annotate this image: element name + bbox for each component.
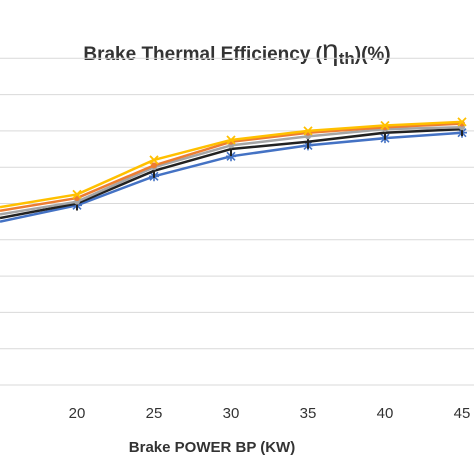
series-lines [0,117,467,223]
series-0-point-3 [226,151,236,162]
series-4-line [0,120,463,209]
series-3 [0,120,465,212]
series-4-point-4 [303,126,313,136]
series-4 [0,117,467,209]
series-4-point-1 [72,189,82,200]
chart-title: Brake Thermal Efficiency (ηth)(%) [83,34,390,68]
x-tick-label-3: 35 [300,405,317,422]
series-4-point-2 [149,155,159,165]
series-4-point-3 [226,135,236,145]
series-4-point-6 [457,117,467,127]
chart-title-symbol: η [322,34,339,67]
x-tick-label-2: 30 [223,405,240,422]
x-tick-labels: 20 25 30 35 40 45 [69,405,471,422]
series-4-point-5 [380,120,390,131]
x-tick-label-5: 45 [454,405,471,422]
x-tick-label-1: 25 [146,405,163,422]
chart-title-main: Brake Thermal Efficiency ( [83,44,322,65]
x-tick-label-4: 40 [377,405,394,422]
x-axis-label: Brake POWER BP (KW) [129,439,295,456]
chart-title-suffix: )(%) [355,44,391,65]
x-tick-label-0: 20 [69,405,86,422]
gridlines [0,57,474,386]
series-3-point-2 [151,162,157,169]
